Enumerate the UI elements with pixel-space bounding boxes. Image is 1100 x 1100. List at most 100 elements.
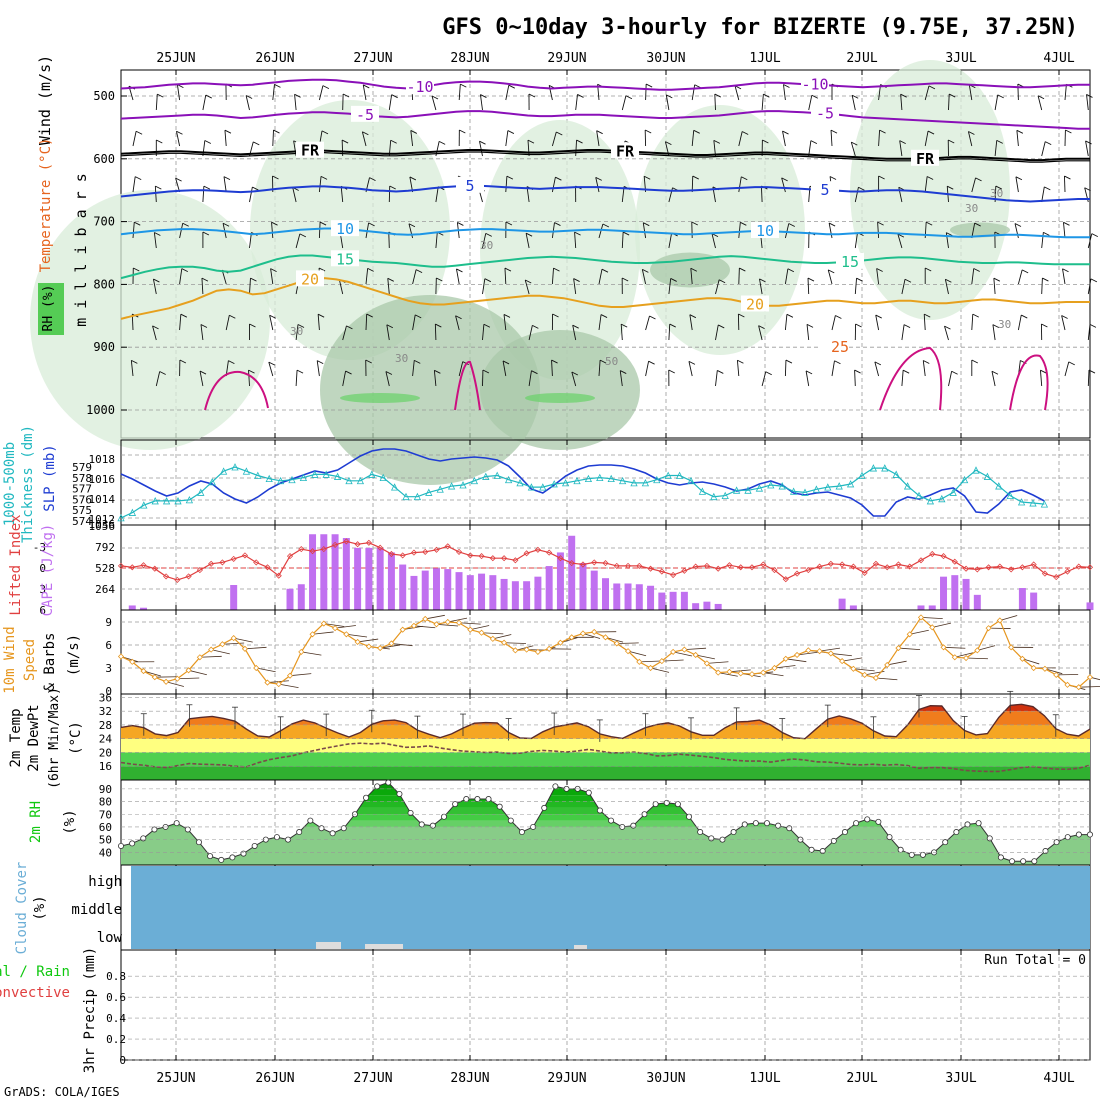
wind-barb-flag — [435, 323, 442, 328]
wind-barb-flag — [297, 324, 305, 328]
wind-barb-flag — [858, 186, 865, 191]
wind-tick-label: 3 — [105, 662, 112, 675]
wind-barb-flag — [415, 314, 422, 319]
wind-barb-flag — [807, 277, 815, 282]
humidity-line — [120, 781, 1090, 862]
lifted-index-point — [884, 564, 891, 571]
wind-barb-flag — [1040, 369, 1047, 374]
lifted-index-point — [703, 562, 710, 569]
isotherm-label-bg — [818, 337, 846, 353]
lifted-index-point — [455, 548, 463, 555]
lifted-index-point — [816, 563, 823, 570]
wind-speed-point — [557, 639, 564, 646]
wind-barb — [479, 94, 483, 111]
lifted-index-point — [557, 555, 564, 562]
wind-barb-flag — [903, 324, 911, 329]
lifted-index-point — [365, 539, 372, 546]
humidity-point — [340, 825, 347, 832]
cape-bar — [849, 605, 857, 610]
thickness-tick-label: 574 — [72, 515, 92, 528]
humidity-point — [886, 834, 893, 841]
wind-barb-flag — [692, 175, 699, 180]
wind-speed-point — [230, 635, 237, 642]
wind-barb-flag — [904, 278, 912, 283]
wind-barb — [342, 325, 347, 341]
wind-barb — [645, 361, 650, 377]
wind-barb — [1041, 232, 1044, 249]
wind-barb-flag — [738, 313, 745, 318]
wind-barb — [598, 314, 602, 331]
wind-barb-flag — [507, 130, 515, 134]
wind-speed-point — [241, 645, 249, 652]
wind-barb — [1041, 186, 1045, 203]
wind-barb-flag — [1063, 221, 1070, 226]
humidity-point — [184, 826, 191, 833]
wind-barb — [551, 131, 557, 147]
wind-barb-flag — [133, 267, 140, 272]
thickness-point — [995, 482, 1003, 490]
wind-barb — [175, 178, 181, 193]
wind-barb — [504, 642, 526, 644]
cape-bar — [342, 538, 350, 610]
isotherm-label-bg — [406, 78, 434, 95]
wind-barb — [481, 632, 504, 635]
wind-barb-flag — [252, 186, 259, 191]
wind-barb — [922, 360, 926, 377]
wind-barb — [596, 130, 600, 147]
wind-barb — [505, 176, 508, 193]
wind-barb — [132, 131, 137, 147]
wind-barb-flag — [1068, 361, 1075, 366]
isotherm-label: FR — [301, 142, 320, 160]
wind-barb-flag — [159, 371, 166, 375]
thickness-point — [197, 488, 205, 496]
wind-barb-flag — [249, 323, 256, 328]
thickness-point — [653, 475, 661, 484]
lifted-index-point — [286, 553, 294, 560]
isotherm-label: 15 — [841, 253, 859, 271]
wind-barb-flag — [810, 140, 818, 145]
wind-barb — [971, 222, 976, 239]
lifted-index-point — [478, 553, 485, 560]
lifted-index-point — [951, 558, 958, 565]
wind-barb — [323, 623, 345, 627]
thickness-tick-label: 577 — [72, 483, 92, 496]
wind-barb — [830, 653, 852, 657]
cape-bar — [421, 570, 429, 610]
wind-speed-point — [377, 645, 384, 652]
lifted-index-point — [793, 570, 801, 577]
wind-barb-flag — [829, 176, 837, 180]
wind-barb-flag — [688, 360, 696, 365]
wind-barb — [248, 370, 250, 387]
wind-speed-point — [1053, 671, 1060, 678]
wind-barb — [932, 622, 952, 628]
wind-barb — [386, 324, 390, 341]
wind-barb — [876, 268, 880, 285]
wind-barb-flag — [365, 359, 372, 364]
wind-barb — [828, 222, 833, 239]
wind10-axis-title: (m/s) — [66, 634, 82, 676]
wind-barb-flag — [948, 139, 955, 144]
wind-barb — [954, 652, 974, 658]
low-cloud-gap — [316, 942, 341, 949]
wind-barb — [901, 279, 906, 295]
wind-barb — [1089, 676, 1100, 681]
lifted-index-point — [512, 557, 519, 564]
bottom-date-label: 25JUN — [156, 1071, 195, 1086]
bottom-date-label: 26JUN — [255, 1071, 294, 1086]
wind-barb — [641, 269, 647, 285]
cape-bar — [511, 581, 519, 610]
cape-bar — [365, 547, 373, 610]
wind-barb-flag — [951, 370, 958, 375]
wind-barb — [412, 269, 417, 285]
wind-barb-flag — [599, 359, 607, 364]
thickness-point — [231, 463, 239, 471]
thickness-point — [185, 495, 194, 504]
wind-barb — [1015, 176, 1019, 193]
lifted-index-point — [354, 541, 361, 548]
wind-barb — [1044, 668, 1063, 675]
thickness-point — [482, 472, 490, 480]
lifted-index-point — [624, 562, 632, 569]
humidity-point — [686, 813, 693, 820]
thickness-point — [858, 471, 866, 479]
humidity-point — [908, 851, 915, 858]
